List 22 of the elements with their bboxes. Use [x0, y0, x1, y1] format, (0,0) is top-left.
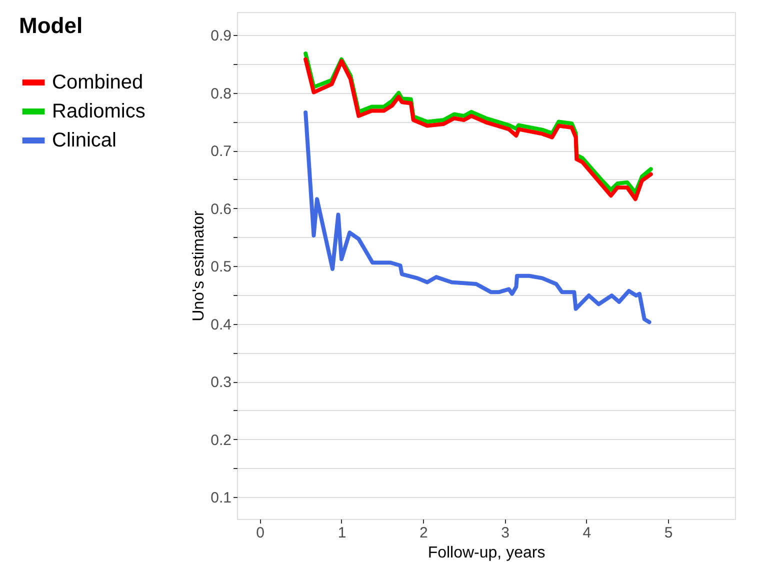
- y-tick-label: 0.9: [210, 28, 232, 45]
- y-tick-label: 0.6: [210, 200, 232, 218]
- legend-label: Combined: [52, 72, 144, 94]
- y-tick-label: 0.4: [210, 316, 232, 334]
- y-tick-label: 0.5: [210, 258, 232, 276]
- y-axis-title: Uno's estimator: [190, 210, 208, 322]
- x-tick-label: 4: [582, 524, 592, 542]
- legend-title: Model: [19, 13, 83, 38]
- x-axis-title: Follow-up, years: [428, 544, 546, 562]
- x-tick-label: 2: [419, 524, 428, 542]
- x-tick-label: 5: [664, 524, 673, 542]
- y-tick-label: 0.1: [210, 490, 232, 507]
- y-tick-label: 0.8: [210, 85, 232, 102]
- x-tick-label: 1: [338, 524, 346, 542]
- y-tick-label: 0.7: [210, 143, 232, 160]
- x-tick-label: 0: [256, 524, 265, 542]
- y-tick-label: 0.2: [210, 432, 232, 449]
- y-tick-label: 0.3: [210, 374, 232, 392]
- legend-label: Clinical: [52, 130, 116, 152]
- line-series: [304, 110, 652, 324]
- legend-label: Radiomics: [52, 100, 146, 122]
- x-tick-label: 3: [501, 524, 510, 542]
